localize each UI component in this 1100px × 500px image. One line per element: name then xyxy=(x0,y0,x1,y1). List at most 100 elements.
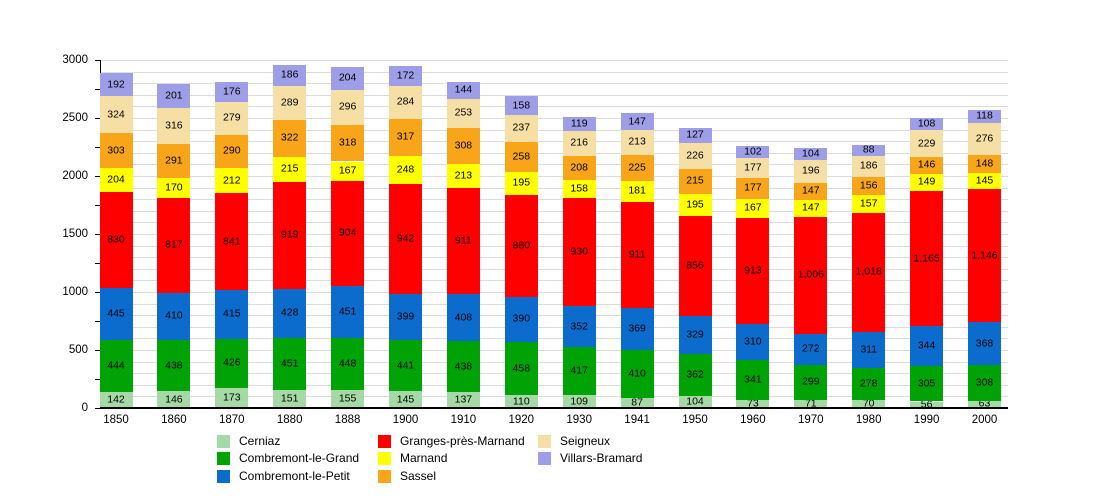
bar-1930-sassel: 208 xyxy=(562,155,596,180)
segment-value-label: 177 xyxy=(744,161,762,174)
segment-value-label: 215 xyxy=(686,174,704,187)
y-axis-label-0: 0 xyxy=(81,401,88,414)
segment-value-label: 127 xyxy=(686,128,704,141)
segment-value-label: 284 xyxy=(396,95,415,108)
gridline-2100 xyxy=(100,164,1008,166)
x-axis-label-2000: 2000 xyxy=(971,414,998,426)
y-axis-label-1000: 1000 xyxy=(62,285,88,298)
segment-value-label: 258 xyxy=(512,150,531,163)
bar-1888-combremont-le-grand: 448 xyxy=(331,338,365,390)
legend-label-cerniaz: Cerniaz xyxy=(239,433,281,448)
y-axis-tick-1250 xyxy=(95,263,100,264)
bar-1960-combremont-le-grand: 341 xyxy=(736,359,770,400)
bar-1930-granges-pr-s-marnand: 930 xyxy=(562,198,596,307)
bar-1900-marnand: 248 xyxy=(389,155,422,185)
legend-label-sassel: Sassel xyxy=(400,468,437,483)
segment-value-label: 291 xyxy=(165,154,183,167)
combremont-le-petit-color-swatch-icon xyxy=(217,469,230,483)
gridline-1800 xyxy=(100,199,1008,201)
segment-value-label: 278 xyxy=(859,377,878,390)
legend-item-combremont-le-petit: Combremont-le-Petit xyxy=(217,469,350,483)
combremont-le-grand-color-swatch-icon xyxy=(217,452,230,465)
bar-1920-cerniaz: 110 xyxy=(504,395,538,408)
gridline-500 xyxy=(100,350,1008,351)
gridline-300 xyxy=(100,373,1008,375)
legend-label-combremont-le-petit: Combremont-le-Petit xyxy=(239,468,350,483)
segment-value-label: 417 xyxy=(570,364,588,377)
legend-item-seigneux: Seigneux xyxy=(538,434,610,448)
bar-1850-villars-bramard: 192 xyxy=(99,73,133,96)
segment-value-label: 911 xyxy=(628,248,646,261)
bar-1850-cerniaz: 142 xyxy=(99,391,133,408)
segment-value-label: 87 xyxy=(631,396,643,409)
bar-1990-granges-pr-s-marnand: 1,165 xyxy=(910,191,944,327)
segment-value-label: 56 xyxy=(920,398,933,411)
segment-value-label: 322 xyxy=(280,131,299,144)
y-axis-tick-1500 xyxy=(95,234,100,235)
segment-value-label: 215 xyxy=(280,162,299,175)
legend-item-combremont-le-grand: Combremont-le-Grand xyxy=(217,452,359,466)
segment-value-label: 144 xyxy=(454,83,473,96)
segment-value-label: 329 xyxy=(686,328,704,341)
segment-value-label: 195 xyxy=(686,198,704,211)
gridline-2900 xyxy=(100,71,1008,73)
bar-1920-sassel: 258 xyxy=(504,142,538,173)
gridline-100 xyxy=(100,396,1008,398)
segment-value-label: 226 xyxy=(686,149,704,162)
y-axis-label-2000: 2000 xyxy=(62,169,88,182)
gridline-800 xyxy=(100,315,1008,317)
bar-1941-cerniaz: 87 xyxy=(620,396,654,409)
bar-1850-combremont-le-grand: 444 xyxy=(99,340,133,392)
segment-value-label: 225 xyxy=(628,161,646,174)
segment-value-label: 856 xyxy=(686,259,704,272)
gridline-1700 xyxy=(100,210,1008,212)
segment-value-label: 316 xyxy=(165,119,183,132)
gridline-1100 xyxy=(100,280,1008,282)
segment-value-label: 352 xyxy=(570,320,588,333)
x-axis-label-1980: 1980 xyxy=(855,414,882,426)
bar-1920-granges-pr-s-marnand: 880 xyxy=(504,194,538,297)
segment-value-label: 410 xyxy=(165,309,183,322)
segment-value-label: 310 xyxy=(744,335,762,348)
segment-value-label: 145 xyxy=(975,174,994,187)
bar-2000-combremont-le-petit: 368 xyxy=(968,322,1001,365)
segment-value-label: 173 xyxy=(223,391,241,404)
bar-1930-cerniaz: 109 xyxy=(562,395,596,408)
legend-label-combremont-le-grand: Combremont-le-Grand xyxy=(239,451,360,465)
gridline-2200 xyxy=(100,152,1008,154)
y-axis-tick-1000 xyxy=(95,292,100,293)
bar-1920-villars-bramard: 158 xyxy=(504,96,538,115)
bar-1980-seigneux: 186 xyxy=(852,155,886,178)
bar-1950-combremont-le-petit: 329 xyxy=(678,315,712,354)
segment-value-label: 930 xyxy=(570,245,588,258)
bar-1860-seigneux: 316 xyxy=(157,107,191,145)
segment-value-label: 426 xyxy=(223,356,241,369)
bar-1910-combremont-le-petit: 408 xyxy=(446,293,480,342)
segment-value-label: 71 xyxy=(804,397,817,410)
villars-bramard-color-swatch-icon xyxy=(538,452,551,465)
bar-1870-cerniaz: 173 xyxy=(215,387,249,408)
segment-value-label: 308 xyxy=(975,376,994,389)
y-axis-tick-0 xyxy=(95,408,100,409)
bar-1930-combremont-le-grand: 417 xyxy=(562,346,596,396)
bar-1900-combremont-le-petit: 399 xyxy=(389,293,422,341)
legend-item-sassel: Sassel xyxy=(378,469,436,483)
bar-1930-villars-bramard: 119 xyxy=(562,116,596,131)
segment-value-label: 272 xyxy=(802,342,820,355)
bar-1941-villars-bramard: 147 xyxy=(620,113,654,131)
segment-value-label: 817 xyxy=(165,238,183,251)
x-axis-label-1910: 1910 xyxy=(450,414,477,426)
segment-value-label: 156 xyxy=(859,179,878,192)
segment-value-label: 438 xyxy=(165,359,183,372)
bar-1870-marnand: 212 xyxy=(215,168,249,193)
y-axis-tick-2750 xyxy=(95,89,100,90)
segment-value-label: 399 xyxy=(396,310,415,323)
bar-1870-combremont-le-petit: 415 xyxy=(215,290,249,339)
bar-1920-combremont-le-petit: 390 xyxy=(504,296,538,343)
y-axis-tick-2000 xyxy=(95,176,100,177)
gridline-600 xyxy=(100,338,1008,340)
bar-1910-cerniaz: 137 xyxy=(446,392,480,408)
bar-1888-sassel: 318 xyxy=(331,124,365,162)
segment-value-label: 186 xyxy=(280,68,299,81)
bar-1980-combremont-le-grand: 278 xyxy=(852,367,886,400)
